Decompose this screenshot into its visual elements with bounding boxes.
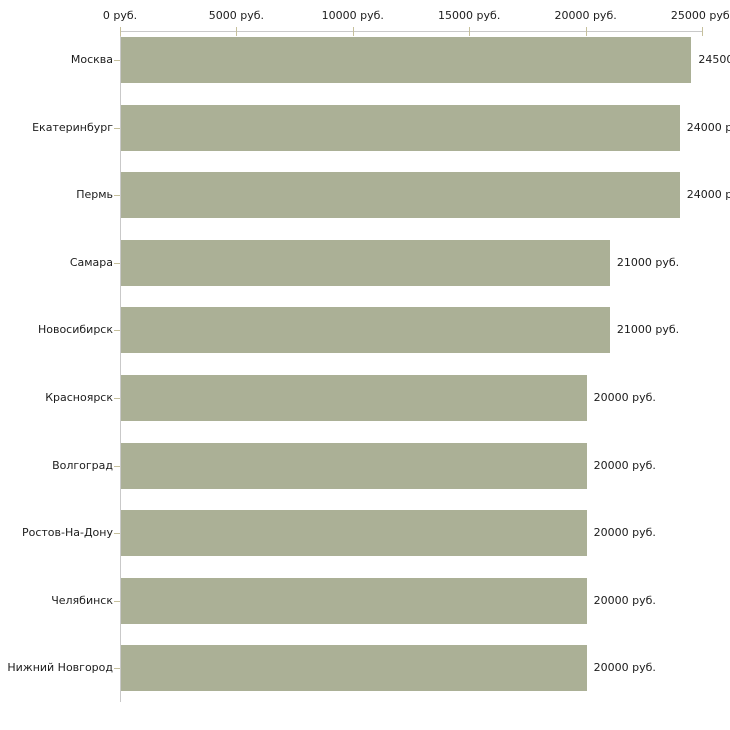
bar: [121, 510, 587, 557]
bar: [121, 239, 610, 286]
x-axis-tick-label: 0 руб.: [102, 9, 138, 22]
category-label: Новосибирск: [37, 323, 113, 337]
category-label: Екатеринбург: [32, 120, 113, 134]
value-label: 24000 руб.: [686, 120, 730, 134]
x-axis-tick-label: 10000 руб.: [321, 9, 384, 22]
value-label: 24500 руб.: [698, 53, 730, 66]
y-axis-line: [120, 31, 121, 702]
value-label: 24000 руб.: [686, 188, 730, 202]
x-axis-line: [120, 31, 703, 32]
value-label: 20000 руб.: [593, 593, 656, 607]
category-label: Москва: [70, 53, 113, 66]
bar: [121, 645, 587, 692]
category-label: Пермь: [76, 188, 113, 202]
x-axis-tick-label: 15000 руб.: [438, 9, 501, 22]
x-axis-tick-label: 25000 руб.: [670, 9, 730, 22]
category-label: Самара: [69, 255, 113, 269]
x-axis-tick-label: 5000 руб.: [208, 9, 265, 22]
category-label: Челябинск: [51, 593, 113, 607]
y-axis-tick-mark: [114, 668, 120, 670]
bar: [121, 577, 587, 624]
y-axis-tick-mark: [114, 330, 120, 332]
y-axis-tick-mark: [114, 533, 120, 535]
y-axis-tick-mark: [114, 60, 120, 61]
value-label: 20000 руб.: [593, 526, 656, 540]
x-axis-tick-mark: [236, 27, 238, 36]
y-axis-tick-mark: [114, 195, 120, 197]
x-axis-tick-mark: [352, 27, 354, 36]
y-axis-tick-mark: [114, 398, 120, 399]
value-label: 21000 руб.: [616, 255, 680, 269]
y-axis-tick-mark: [114, 127, 120, 129]
bar: [121, 442, 587, 489]
value-label: 21000 руб.: [616, 323, 680, 337]
value-label: 20000 руб.: [593, 661, 656, 675]
bar: [121, 307, 610, 354]
category-label: Красноярск: [45, 391, 113, 404]
bar: [121, 172, 680, 219]
bar: [121, 104, 680, 151]
bar: [121, 375, 587, 421]
category-label: Нижний Новгород: [7, 661, 113, 675]
x-axis-tick-label: 20000 руб.: [554, 9, 617, 22]
x-axis-tick-mark: [120, 27, 121, 36]
x-axis-tick-mark: [702, 27, 703, 36]
value-label: 20000 руб.: [593, 458, 656, 472]
category-label: Ростов-На-Дону: [21, 526, 113, 540]
category-label: Волгоград: [52, 458, 113, 472]
bar: [121, 37, 692, 83]
y-axis-tick-mark: [114, 262, 120, 264]
y-axis-tick-mark: [114, 600, 120, 602]
x-axis-tick-mark: [469, 27, 471, 36]
y-axis-tick-mark: [114, 465, 120, 467]
x-axis-tick-mark: [585, 27, 587, 36]
value-label: 20000 руб.: [593, 391, 656, 404]
